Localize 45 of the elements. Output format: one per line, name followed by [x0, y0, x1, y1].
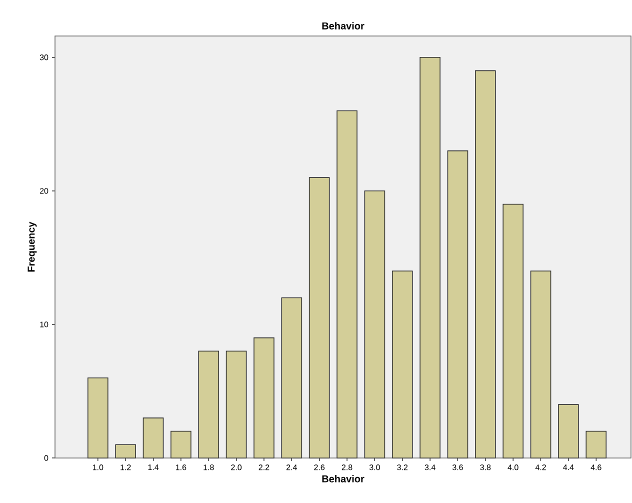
- x-tick-label: 2.2: [258, 464, 270, 470]
- x-tick-label: 3.8: [480, 464, 491, 470]
- x-tick-label: 4.6: [590, 464, 602, 470]
- x-tick-label: 4.2: [535, 464, 546, 470]
- bar: [336, 110, 358, 458]
- x-tick-label: 3.2: [397, 464, 408, 470]
- bar: [254, 337, 274, 458]
- x-tick-label: 2.8: [342, 464, 352, 470]
- x-axis-title: Behavior: [322, 475, 364, 482]
- bar: [308, 177, 330, 458]
- bar: [502, 204, 524, 458]
- bar: [198, 350, 220, 458]
- bar: [530, 270, 552, 458]
- y-axis-title: Frequency: [28, 222, 37, 272]
- x-tick-label: 4.4: [563, 464, 574, 470]
- x-tick-label: 2.4: [286, 464, 297, 470]
- bar: [364, 190, 386, 458]
- x-tick-label: 2.6: [314, 464, 325, 470]
- x-tick-label: 1.6: [176, 464, 186, 470]
- x-tick-label: 3.4: [424, 464, 436, 470]
- x-tick-label: 1.0: [92, 464, 104, 470]
- bar: [88, 377, 108, 458]
- y-tick-label: 30: [40, 54, 48, 60]
- x-tick-label: 3.0: [369, 464, 380, 470]
- bar: [392, 270, 413, 458]
- bar: [142, 418, 164, 458]
- x-tick-label: 4.0: [508, 464, 518, 470]
- x-tick-label: 3.6: [452, 464, 463, 470]
- bar: [447, 150, 468, 458]
- bar: [420, 56, 440, 458]
- bar: [170, 430, 192, 458]
- y-tick-label: 10: [40, 322, 48, 328]
- y-tick-label: 20: [40, 188, 48, 194]
- bar: [475, 70, 496, 458]
- y-tick-label: 0: [44, 455, 48, 461]
- bar: [226, 350, 247, 458]
- x-tick-label: 2.0: [231, 464, 242, 470]
- x-tick-label: 1.4: [148, 464, 159, 470]
- x-tick-label: 1.8: [204, 464, 214, 470]
- bar: [115, 444, 136, 458]
- chart-title: Behavior: [322, 22, 364, 30]
- bar: [586, 430, 607, 458]
- x-tick-label: 1.2: [120, 464, 131, 470]
- bar: [281, 297, 302, 458]
- bar: [558, 404, 579, 458]
